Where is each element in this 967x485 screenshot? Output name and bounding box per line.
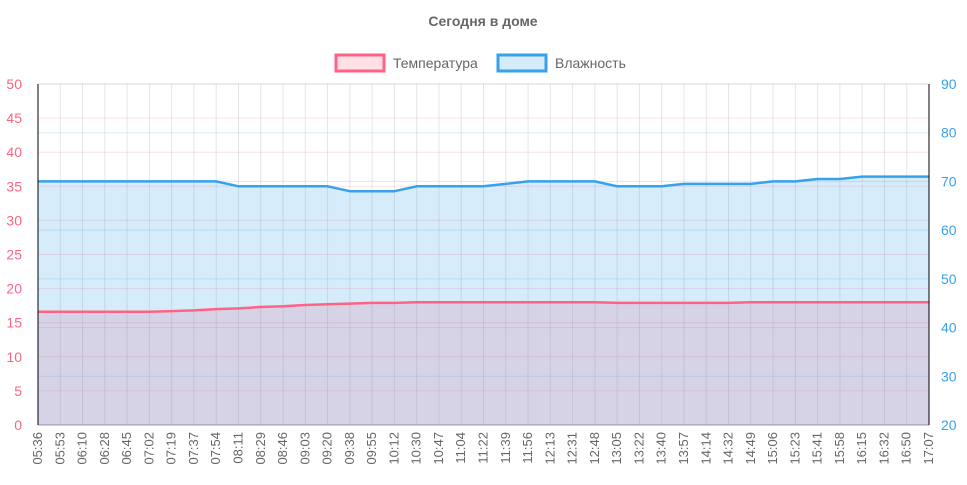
x-tick-label: 16:50 [899,432,914,465]
y-left-tick-label: 15 [6,315,22,331]
x-tick-label: 12:13 [542,432,557,465]
grid [37,83,930,426]
x-tick-label: 11:22 [476,432,491,464]
y-right-tick-label: 20 [941,417,957,433]
x-tick-label: 07:19 [164,432,179,465]
y-right-tick-label: 50 [941,271,957,287]
axes [37,84,930,426]
x-tick-label: 12:31 [565,432,580,465]
y-left-tick-label: 40 [6,144,22,160]
y-right-tick-label: 70 [941,173,957,189]
x-tick-label: 10:12 [386,432,401,465]
x-tick-label: 08:29 [253,432,268,465]
x-tick-label: 15:06 [765,432,780,465]
y-left-tick-label: 10 [6,349,22,365]
legend: Температура Влажность [334,53,626,73]
series-fills [38,176,929,425]
y-left-tick-label: 25 [6,247,22,263]
y-left-tick-label: 5 [14,383,22,399]
y-left-tick-label: 50 [6,76,22,92]
x-tick-label: 11:39 [498,432,513,464]
series-lines [38,175,929,314]
x-tick-label: 11:56 [520,432,535,464]
x-tick-label: 05:53 [52,432,67,465]
x-tick-label: 09:20 [320,432,335,465]
x-tick-label: 15:23 [787,432,802,465]
x-axis-ticks: 05:36 05:53 06:10 06:28 06:45 07:02 07:19 07:37… [30,432,936,465]
y-left-tick-label: 0 [14,417,22,433]
x-tick-label: 12:48 [587,432,602,465]
y-left-tick-label: 45 [6,110,22,126]
x-tick-label: 07:54 [208,432,223,465]
x-tick-label: 07:02 [141,432,156,465]
legend-swatch-temperature [334,53,386,73]
y-right-tick-label: 60 [941,222,957,238]
y-axis-left-ticks: 0 5 10 15 20 25 30 35 40 45 50 [6,76,22,433]
legend-item-humidity[interactable]: Влажность [496,53,626,73]
x-tick-label: 09:38 [342,432,357,465]
y-right-tick-label: 80 [941,125,957,141]
x-tick-label: 15:58 [832,432,847,465]
legend-label-humidity: Влажность [555,55,626,71]
x-tick-label: 09:03 [297,432,312,465]
y-right-tick-label: 30 [941,368,957,384]
x-tick-label: 16:32 [876,432,891,465]
x-tick-label: 08:46 [275,432,290,465]
x-tick-label: 08:11 [230,432,245,464]
x-tick-label: 14:49 [743,432,758,465]
y-right-tick-label: 40 [941,320,957,336]
series-line-0 [38,300,929,314]
y-right-tick-label: 90 [941,76,957,92]
y-left-tick-label: 20 [6,281,22,297]
series-fill-0 [38,302,929,425]
x-tick-label: 13:05 [609,432,624,465]
series-fill-1 [38,176,929,425]
x-tick-label: 14:32 [721,432,736,465]
x-tick-label: 10:47 [431,432,446,465]
x-tick-label: 15:41 [810,432,825,465]
legend-label-temperature: Температура [393,55,478,71]
y-left-tick-label: 35 [6,178,22,194]
x-tick-label: 06:10 [75,432,90,465]
chart-title: Сегодня в доме [428,13,537,29]
x-tick-label: 09:55 [364,432,379,465]
x-tick-label: 13:40 [654,432,669,465]
series-line-1 [38,175,929,193]
x-tick-label: 13:57 [676,432,691,465]
x-tick-label: 17:07 [921,432,936,465]
x-tick-label: 06:28 [97,432,112,465]
y-axis-right-ticks: 20 30 40 50 60 70 80 90 [941,76,957,433]
x-tick-label: 11:04 [453,432,468,464]
x-tick-label: 07:37 [186,432,201,465]
x-tick-label: 13:22 [631,432,646,465]
x-tick-label: 05:36 [30,432,45,465]
x-tick-label: 10:30 [409,432,424,465]
y-left-tick-label: 30 [6,212,22,228]
x-tick-label: 14:14 [698,432,713,465]
x-tick-label: 16:15 [854,432,869,465]
legend-item-temperature[interactable]: Температура [334,53,478,73]
legend-swatch-humidity [496,53,548,73]
x-tick-label: 06:45 [119,432,134,465]
